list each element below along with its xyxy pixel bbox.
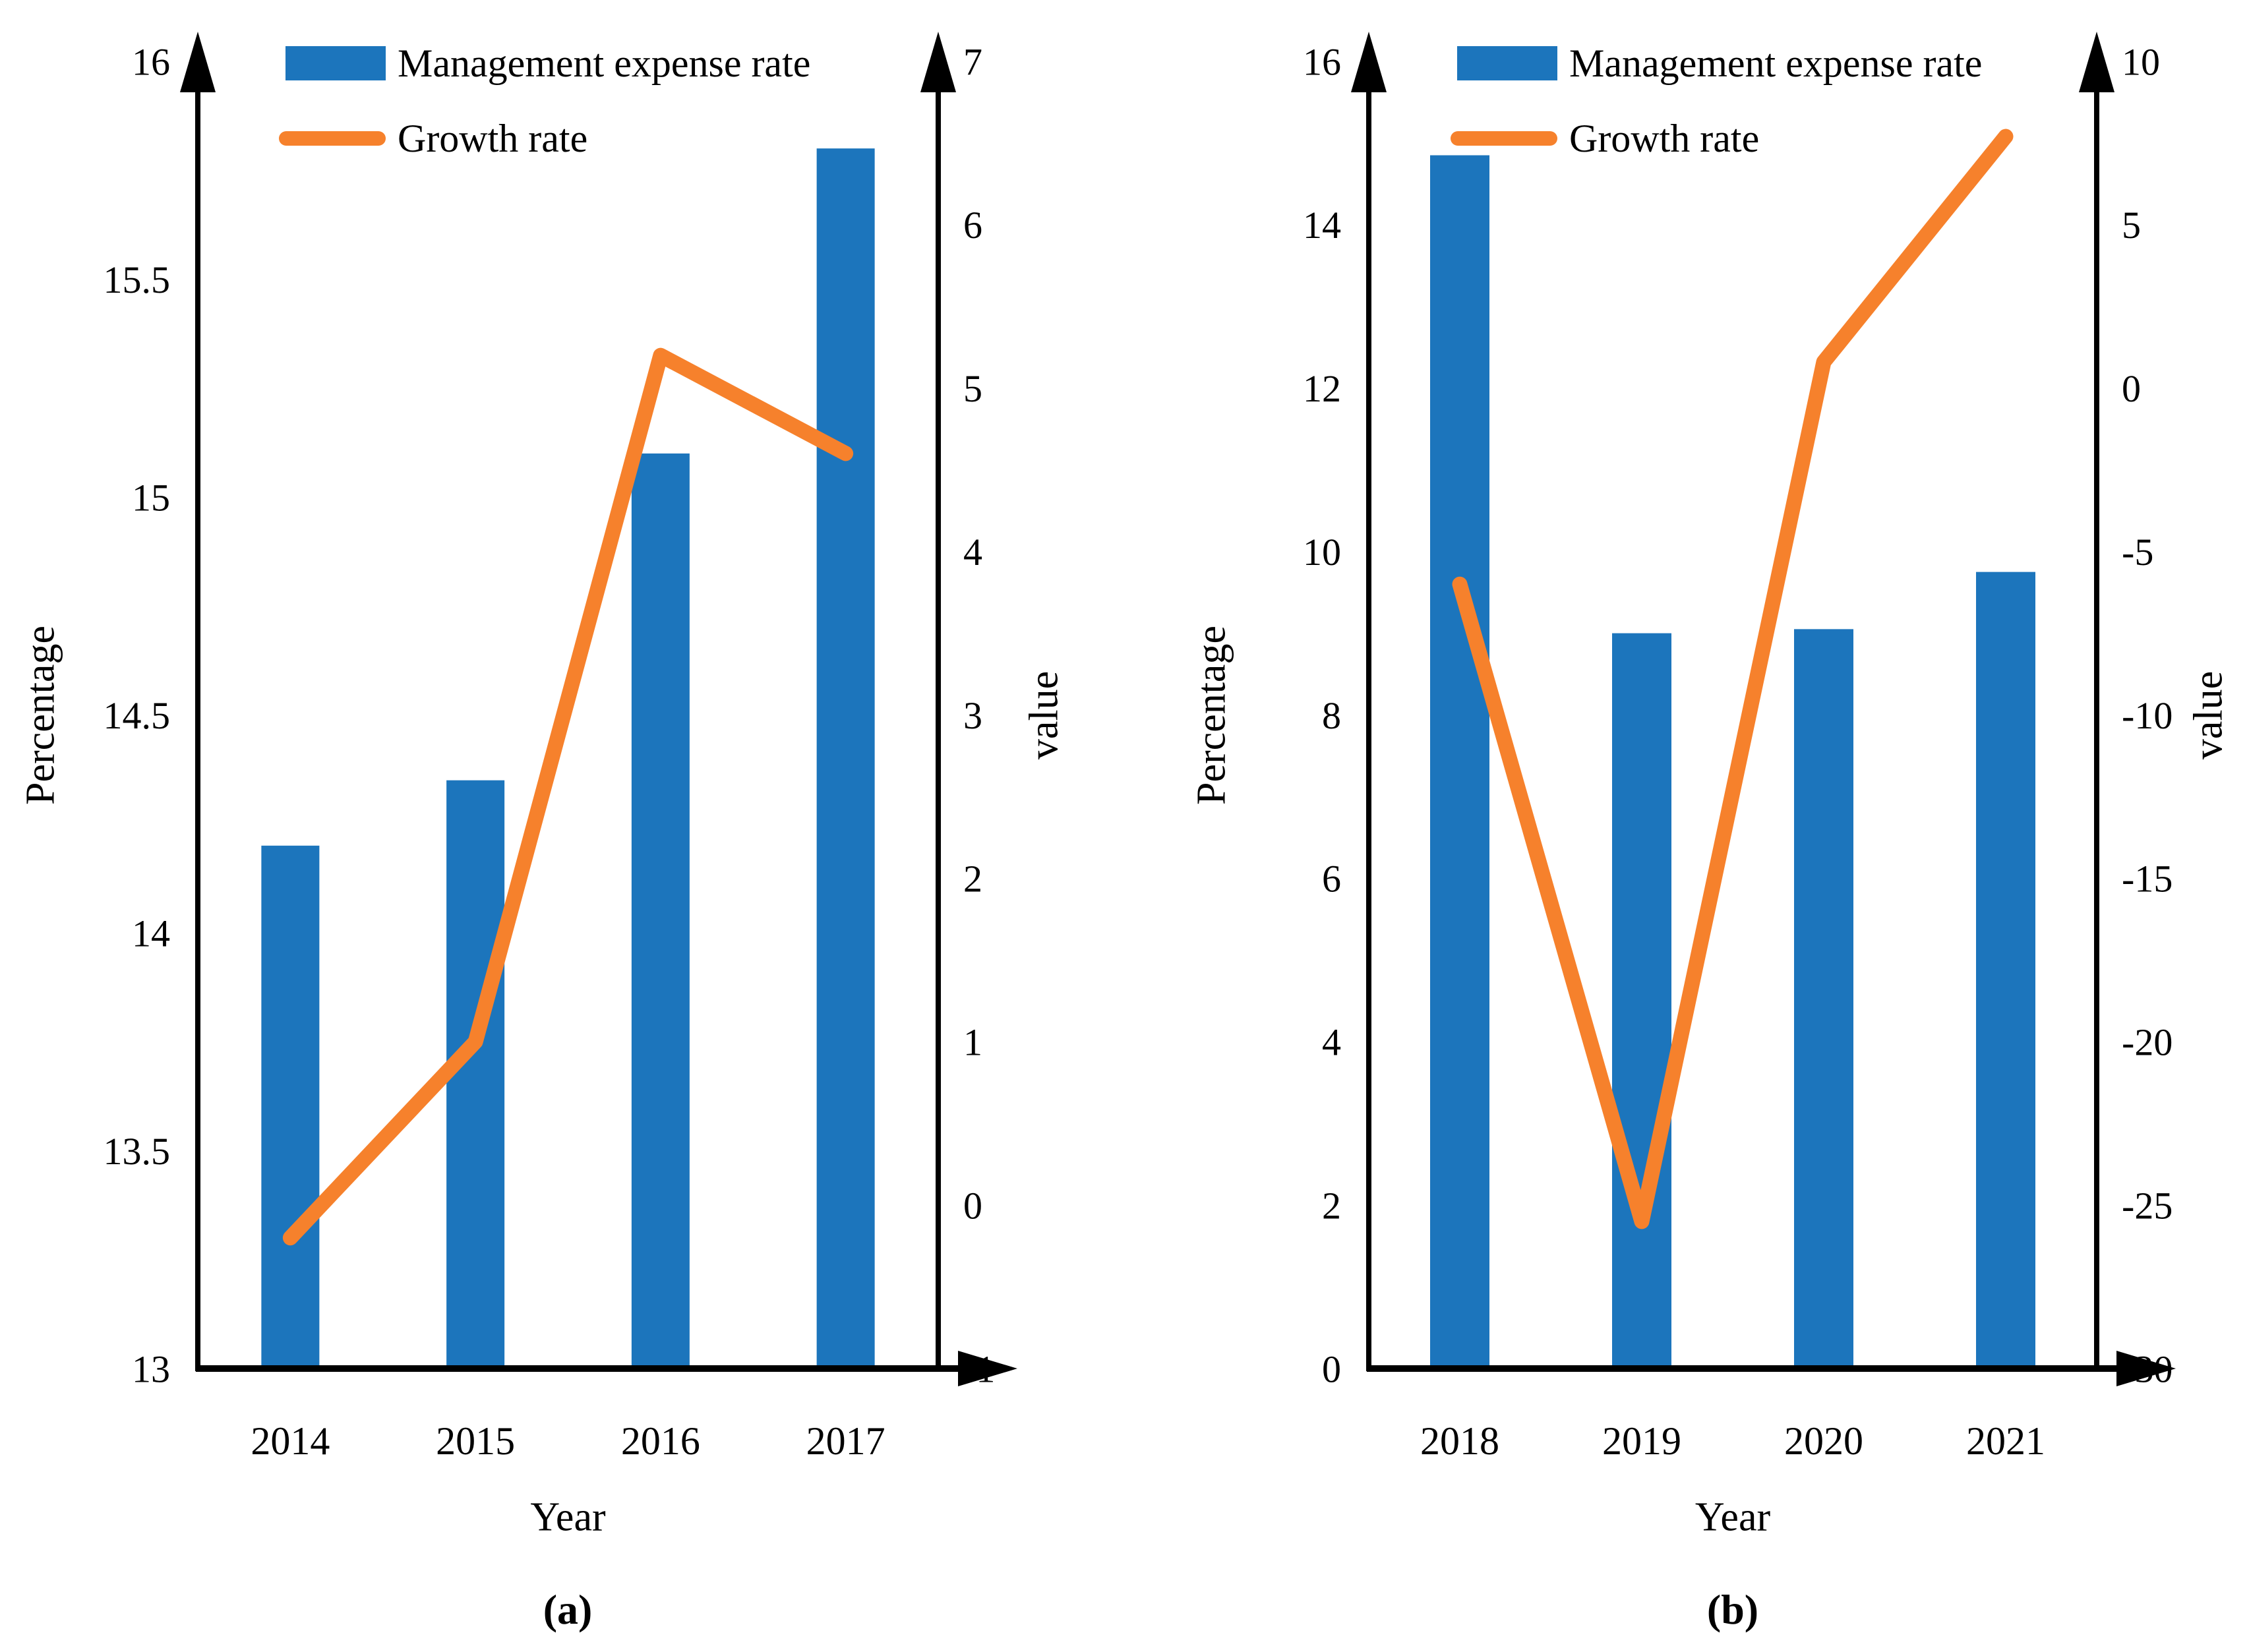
bar-2016 — [631, 453, 690, 1369]
panel-caption-b: (b) — [1706, 1586, 1759, 1633]
right-axis-tick-label: -5 — [2122, 531, 2153, 574]
x-tick-label-2014: 2014 — [251, 1419, 330, 1463]
x-tick-label-2020: 2020 — [1784, 1419, 1863, 1463]
right-axis-tick-label: 1 — [963, 1021, 982, 1064]
left-axis-arrow-icon — [1351, 32, 1387, 92]
right-axis-tick-label: 0 — [963, 1184, 982, 1227]
left-axis-tick-label: 2 — [1322, 1184, 1341, 1227]
growth-rate-line — [282, 347, 854, 1246]
left-axis-tick-label: 16 — [1303, 40, 1341, 83]
legend-item-line-a: Growth rate — [279, 119, 587, 158]
x-tick-label-2018: 2018 — [1420, 1419, 1499, 1463]
left-axis-tick-label: 0 — [1322, 1347, 1341, 1390]
bar-2021 — [1976, 572, 2035, 1369]
panel-b: 16 14 12 10 8 6 4 2 0 10 5 0 -5 -10 -15 -20 -25 -30 2018 20… — [1189, 32, 2231, 1540]
right-axis-arrow-icon — [920, 32, 956, 92]
legend-label-bar: Management expense rate — [398, 42, 811, 85]
panel-caption-a: (a) — [543, 1586, 593, 1633]
right-axis-tick-label: 5 — [2122, 204, 2141, 247]
bar-2018 — [1430, 155, 1489, 1369]
left-axis-tick-label: 15 — [132, 476, 170, 519]
right-axis-tick-label: -25 — [2122, 1184, 2173, 1227]
right-axis-arrow-icon — [2079, 32, 2114, 92]
legend-label-bar: Management expense rate — [1569, 42, 1983, 85]
legend-item-bar-b: Management expense rate — [1457, 44, 1982, 83]
bar-2019 — [1612, 633, 1671, 1369]
x-axis-arrow-icon — [958, 1351, 1017, 1386]
x-axis-arrow-icon — [2116, 1351, 2176, 1386]
right-axis-title: value — [1022, 671, 1067, 759]
left-axis-tick-label: 16 — [132, 40, 170, 83]
x-tick-label-2021: 2021 — [1966, 1419, 2045, 1463]
legend-label-line: Growth rate — [398, 117, 588, 160]
right-axis-tick-label: -15 — [2122, 858, 2173, 900]
right-axis-title: value — [2186, 671, 2231, 759]
legend-item-bar-a: Management expense rate — [285, 44, 810, 83]
right-axis-tick-label: -30 — [2122, 1347, 2173, 1390]
right-axis-tick-label: 2 — [963, 858, 982, 900]
bar-series-swatch — [1457, 46, 1557, 80]
left-axis-title: Percentage — [18, 626, 63, 805]
left-axis-tick-label: 14.5 — [104, 694, 171, 737]
right-axis-tick-label: 7 — [963, 40, 982, 83]
bar-series-swatch — [285, 46, 386, 80]
right-axis-tick-label: 5 — [963, 367, 982, 410]
bar-2017 — [816, 148, 875, 1369]
x-tick-label-2019: 2019 — [1602, 1419, 1681, 1463]
x-axis-title: Year — [1695, 1495, 1771, 1540]
legend-label-line: Growth rate — [1569, 117, 1760, 160]
left-axis-title: Percentage — [1189, 626, 1234, 805]
line-series-swatch — [1451, 131, 1557, 146]
right-axis-tick-label: 0 — [2122, 367, 2141, 410]
growth-rate-line — [1452, 129, 2014, 1229]
panel-a: 16 15.5 15 14.5 14 13.5 13 7 6 5 4 3 2 1 0 -1 2014 2015 20… — [18, 32, 1067, 1540]
legend-item-line-b: Growth rate — [1451, 119, 1759, 158]
x-tick-label-2016: 2016 — [621, 1419, 700, 1463]
right-axis-tick-label: -20 — [2122, 1021, 2173, 1064]
left-axis-tick-label: 14 — [132, 912, 170, 955]
left-axis-tick-label: 8 — [1322, 694, 1341, 737]
right-axis-tick-label: -1 — [963, 1347, 995, 1390]
left-axis-tick-label: 13.5 — [104, 1130, 171, 1173]
left-axis-tick-label: 6 — [1322, 858, 1341, 900]
right-axis-tick-label: 3 — [963, 694, 982, 737]
bar-2020 — [1794, 629, 1853, 1369]
left-axis-arrow-icon — [180, 32, 216, 92]
left-axis-tick-label: 15.5 — [104, 258, 171, 301]
x-axis-title: Year — [530, 1495, 606, 1540]
bar-2015 — [446, 780, 505, 1369]
right-axis-tick-label: -10 — [2122, 694, 2173, 737]
left-axis-tick-label: 4 — [1322, 1021, 1341, 1064]
right-axis-tick-label: 6 — [963, 204, 982, 247]
x-tick-label-2015: 2015 — [436, 1419, 515, 1463]
left-axis-tick-label: 14 — [1303, 204, 1341, 247]
left-axis-tick-label: 10 — [1303, 531, 1341, 574]
bar-2014 — [261, 845, 320, 1369]
x-tick-label-2017: 2017 — [806, 1419, 885, 1463]
right-axis-tick-label: 4 — [963, 531, 982, 574]
left-axis-tick-label: 13 — [132, 1347, 170, 1390]
right-axis-tick-label: 10 — [2122, 40, 2160, 83]
line-series-swatch — [279, 131, 386, 146]
left-axis-tick-label: 12 — [1303, 367, 1341, 410]
